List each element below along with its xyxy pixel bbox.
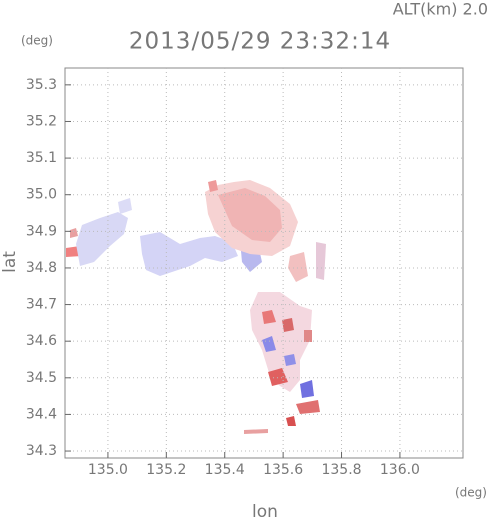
echo — [262, 310, 276, 324]
echo — [286, 416, 296, 426]
plot-frame — [64, 67, 464, 459]
y-tick-label: 34.9 — [26, 223, 57, 239]
y-tick-label: 35.1 — [26, 150, 57, 166]
echo — [262, 336, 276, 352]
x-tick-label: 135.2 — [146, 462, 186, 478]
echo — [304, 330, 312, 342]
echo — [296, 400, 320, 414]
echo — [70, 228, 78, 238]
y-tick-label: 34.8 — [26, 260, 57, 276]
echo — [140, 232, 238, 276]
y-tick-label: 34.7 — [26, 297, 57, 313]
echo — [284, 354, 296, 366]
echo — [316, 242, 326, 280]
y-tick-label: 34.3 — [26, 443, 57, 459]
chart-title: 2013/05/29 23:32:14 — [129, 29, 391, 55]
y-tick-label: 35.3 — [26, 77, 57, 93]
x-tick-label: 136.0 — [380, 462, 420, 478]
echo — [208, 180, 218, 192]
echo — [218, 188, 282, 242]
x-tick-label: 135.4 — [205, 462, 245, 478]
echo — [118, 198, 132, 214]
x-tick-label: 135.6 — [263, 462, 303, 478]
y-axis-label: lat — [0, 251, 20, 273]
echo — [282, 318, 294, 332]
y-tick-label: 34.4 — [26, 406, 57, 422]
x-tick-label: 135.8 — [321, 462, 361, 478]
y-tick-label: 34.5 — [26, 370, 57, 386]
echo — [244, 429, 268, 434]
y-unit: (deg) — [21, 34, 53, 48]
echo — [76, 212, 128, 266]
y-tick-label: 35.2 — [26, 113, 57, 129]
y-tick-label: 35.0 — [26, 187, 57, 203]
chart-subtitle: ALT(km) 2.0 — [393, 0, 488, 19]
x-tick-label: 135.0 — [88, 462, 128, 478]
x-axis-label: lon — [252, 502, 278, 521]
y-tick-label: 34.6 — [26, 333, 57, 349]
echo — [288, 252, 308, 282]
radar-field — [66, 180, 326, 434]
echo — [300, 380, 314, 398]
x-unit: (deg) — [455, 486, 487, 500]
